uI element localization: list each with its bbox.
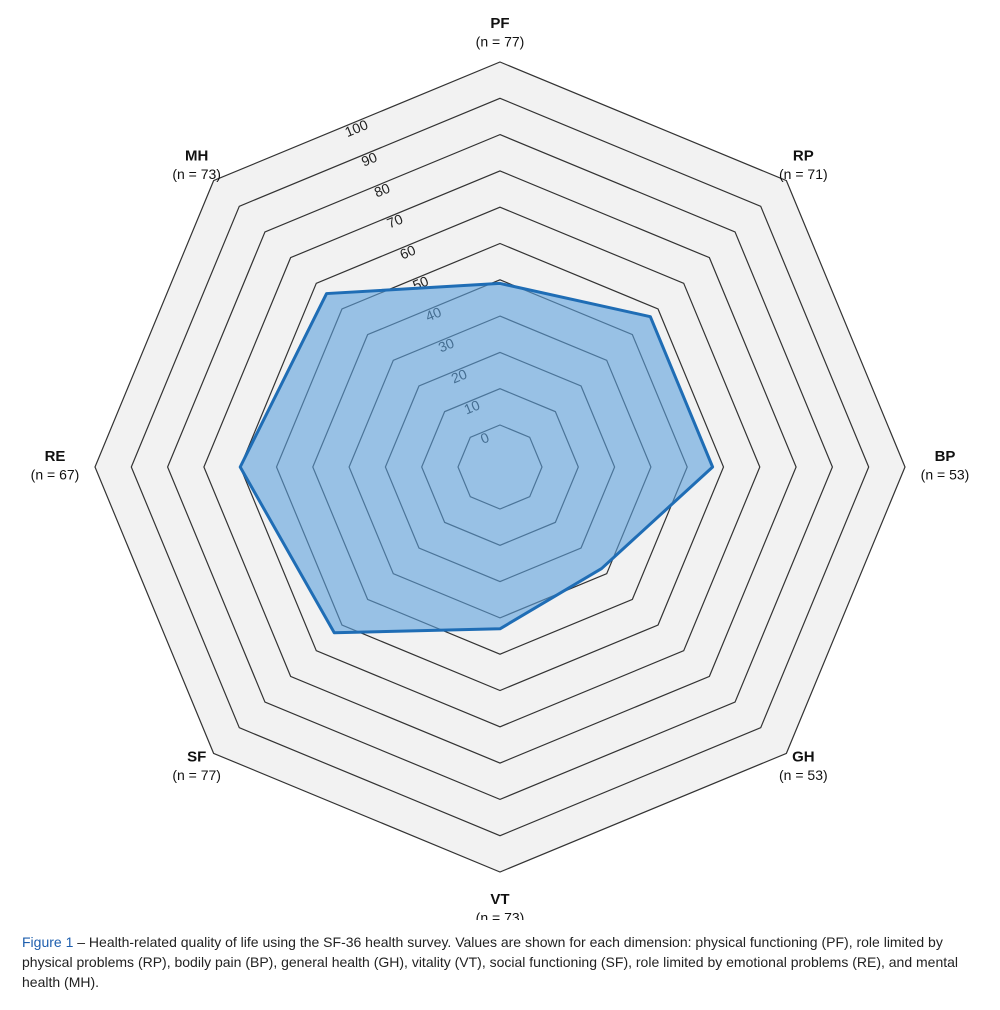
axis-count: (n = 73) [172,166,221,182]
r-tick-label: 90 [359,149,380,170]
axis-label: RE [45,448,66,465]
chart: 0102030405060708090100PF(n = 77)RP(n = 7… [31,15,970,920]
r-tick-label: 70 [385,211,406,232]
axis-label: MH [185,147,208,164]
axis-count: (n = 77) [476,34,525,50]
axis-label: BP [935,448,956,465]
axis-label: SF [187,748,206,765]
data-area [238,281,715,635]
axis-count: (n = 71) [779,166,828,182]
caption-text: – Health-related quality of life using t… [22,934,959,990]
axis-label: PF [490,15,509,32]
axis-count: (n = 73) [476,910,525,920]
axis-count: (n = 53) [921,467,970,483]
axis-label: VT [490,891,509,908]
axis-label: RP [793,147,814,164]
axis-count: (n = 67) [31,467,80,483]
axis-count: (n = 77) [172,767,221,783]
axis-label: GH [792,748,815,765]
caption-label: Figure 1 [22,934,74,950]
caption: Figure 1 – Health-related quality of lif… [22,932,982,992]
r-tick-label: 80 [372,180,393,201]
r-tick-label: 60 [397,242,418,263]
axis-count: (n = 53) [779,767,828,783]
